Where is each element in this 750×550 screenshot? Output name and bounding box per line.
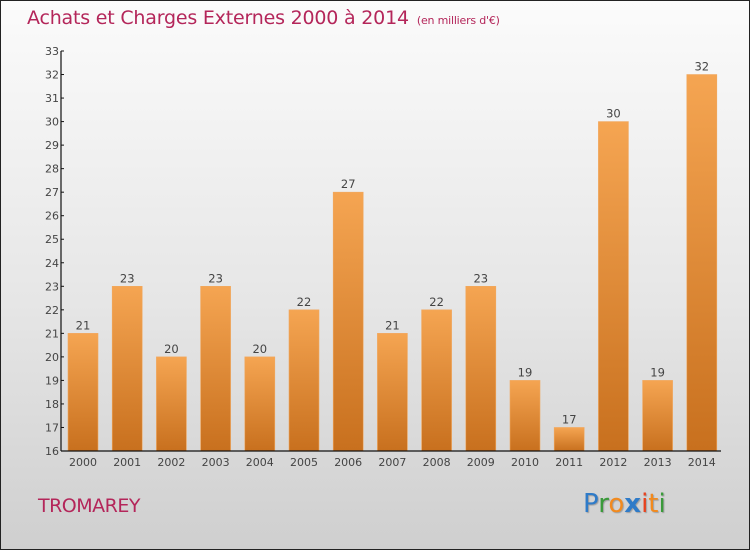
- y-tick-label-29: 29: [45, 139, 59, 152]
- bars-group: 21 23 20 23 20 22 27 21 22 23 19 17 30 19 32: [67, 60, 718, 452]
- x-tick-label-2001: 2001: [113, 456, 141, 469]
- logo-letter-4: i: [641, 489, 649, 519]
- data-label-2012: 30: [606, 107, 621, 121]
- logo-letter-1: r: [598, 489, 609, 519]
- y-tick-label-20: 20: [45, 351, 59, 364]
- data-label-2004: 20: [252, 342, 267, 356]
- data-label-2006: 27: [341, 177, 356, 191]
- logo-letter-6: i: [658, 489, 666, 519]
- bar-2014: [686, 74, 718, 452]
- bar-2003: [200, 285, 231, 452]
- logo-letter-5: t: [648, 489, 659, 519]
- y-tick-label-25: 25: [45, 233, 59, 246]
- chart-title: Achats et Charges Externes 2000 à 2014 (e…: [27, 7, 500, 29]
- data-label-2007: 21: [385, 318, 400, 332]
- y-tick-label-28: 28: [45, 163, 59, 176]
- bar-2012: [598, 121, 629, 452]
- x-tick-label-2007: 2007: [378, 456, 406, 469]
- bar-2008: [421, 309, 452, 452]
- data-label-2000: 21: [76, 318, 91, 332]
- x-tick-label-2014: 2014: [688, 456, 716, 469]
- x-tick-label-2011: 2011: [555, 456, 583, 469]
- proxiti-logo: Proxiti: [583, 489, 666, 519]
- x-tick-label-2004: 2004: [246, 456, 274, 469]
- chart-title-main: Achats et Charges Externes 2000 à 2014: [27, 7, 409, 29]
- bar-2007: [377, 333, 408, 452]
- data-label-2013: 19: [650, 365, 665, 379]
- x-tick-label-2009: 2009: [467, 456, 495, 469]
- y-tick-label-24: 24: [45, 257, 59, 270]
- x-tick-label-2000: 2000: [69, 456, 97, 469]
- x-tick-label-2013: 2013: [644, 456, 672, 469]
- bar-2013: [642, 380, 673, 452]
- bar-2001: [111, 285, 143, 452]
- city-name: TROMAREY: [38, 495, 140, 517]
- logo-letter-2: o: [608, 489, 625, 519]
- data-label-2001: 23: [120, 271, 135, 285]
- data-label-2011: 17: [562, 412, 577, 426]
- y-tick-label-32: 32: [45, 69, 59, 82]
- data-label-2008: 22: [429, 295, 444, 309]
- bar-2000: [67, 333, 99, 452]
- bar-2006: [332, 191, 364, 452]
- logo-letter-0: P: [583, 489, 599, 519]
- bar-2010: [509, 380, 541, 452]
- y-tick-label-23: 23: [45, 280, 59, 293]
- y-tick-label-21: 21: [45, 327, 59, 340]
- y-tick-label-31: 31: [45, 92, 59, 105]
- chart-subtitle: (en milliers d'€): [416, 14, 500, 27]
- bar-2004: [244, 356, 276, 452]
- axes-group: 2000 2001 2002 2003 2004 2005 2006 2007 2008 2009…: [45, 45, 721, 469]
- data-label-2010: 19: [518, 365, 533, 379]
- x-tick-label-2010: 2010: [511, 456, 539, 469]
- y-tick-label-17: 17: [45, 421, 59, 434]
- logo-letter-3: x: [624, 489, 642, 519]
- x-tick-label-2002: 2002: [157, 456, 185, 469]
- bar-2002: [156, 356, 187, 452]
- y-tick-label-18: 18: [45, 398, 59, 411]
- y-tick-label-33: 33: [45, 45, 59, 58]
- y-tick-label-30: 30: [45, 116, 59, 129]
- y-tick-label-27: 27: [45, 186, 59, 199]
- data-label-2003: 23: [208, 271, 223, 285]
- y-tick-label-22: 22: [45, 304, 59, 317]
- y-tick-label-16: 16: [45, 445, 59, 458]
- x-tick-label-2003: 2003: [202, 456, 230, 469]
- y-tick-label-19: 19: [45, 374, 59, 387]
- data-label-2005: 22: [297, 295, 312, 309]
- x-tick-label-2005: 2005: [290, 456, 318, 469]
- data-label-2009: 23: [473, 271, 488, 285]
- data-label-2002: 20: [164, 342, 179, 356]
- bar-2009: [465, 285, 497, 452]
- x-tick-label-2006: 2006: [334, 456, 362, 469]
- data-label-2014: 32: [694, 60, 709, 74]
- bar-2005: [288, 309, 320, 452]
- x-tick-label-2008: 2008: [423, 456, 451, 469]
- y-tick-label-26: 26: [45, 210, 59, 223]
- bar-2011: [553, 427, 585, 452]
- x-tick-label-2012: 2012: [599, 456, 627, 469]
